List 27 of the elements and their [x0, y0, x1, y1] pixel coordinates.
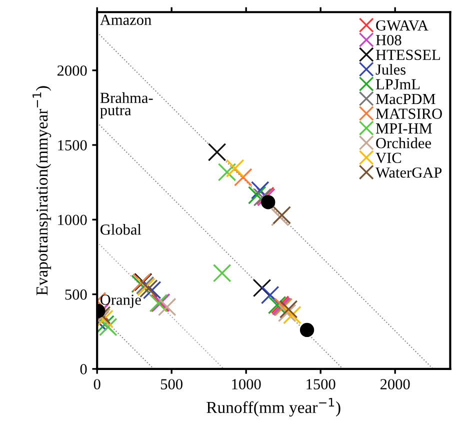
legend-label: WaterGAP [376, 167, 442, 178]
x-axis-title: Runoff(mm year$^{−1}$) [206, 398, 340, 417]
x-tick-label: 500 [161, 379, 182, 390]
legend-label: MacPDM [376, 94, 436, 104]
legend-label: H08 [376, 35, 402, 46]
annotation: Amazon [100, 14, 152, 26]
legend-label: Orchidee [376, 138, 431, 148]
legend-label: Jules [376, 64, 406, 75]
x-tick-label: 2000 [380, 379, 410, 390]
legend-label: HTESSEL [376, 50, 440, 60]
x-tick-label: 1000 [232, 379, 261, 390]
y-tick-label: 0 [80, 364, 87, 374]
legend-label: VIC [376, 152, 401, 164]
legend-label: GWAVA [376, 20, 428, 31]
legend-label: MPI-HM [376, 123, 432, 134]
legend-label: LPJmL [376, 79, 420, 90]
y-axis-title: Evapotranspiration(mmyear$^{−1}$) [32, 86, 52, 296]
annotation: Oranje [100, 294, 141, 308]
y-tick-label: 1500 [58, 140, 87, 150]
x-tick-label: 1500 [306, 379, 336, 390]
y-tick-label: 2000 [57, 65, 87, 76]
annotation: Global [100, 224, 142, 235]
x-tick-label: 0 [94, 379, 100, 390]
y-tick-label: 1000 [58, 214, 87, 226]
y-tick-label: 500 [65, 289, 87, 300]
legend-label: MATSIRO [376, 108, 442, 119]
annotation: Brahma- putra [100, 92, 153, 118]
